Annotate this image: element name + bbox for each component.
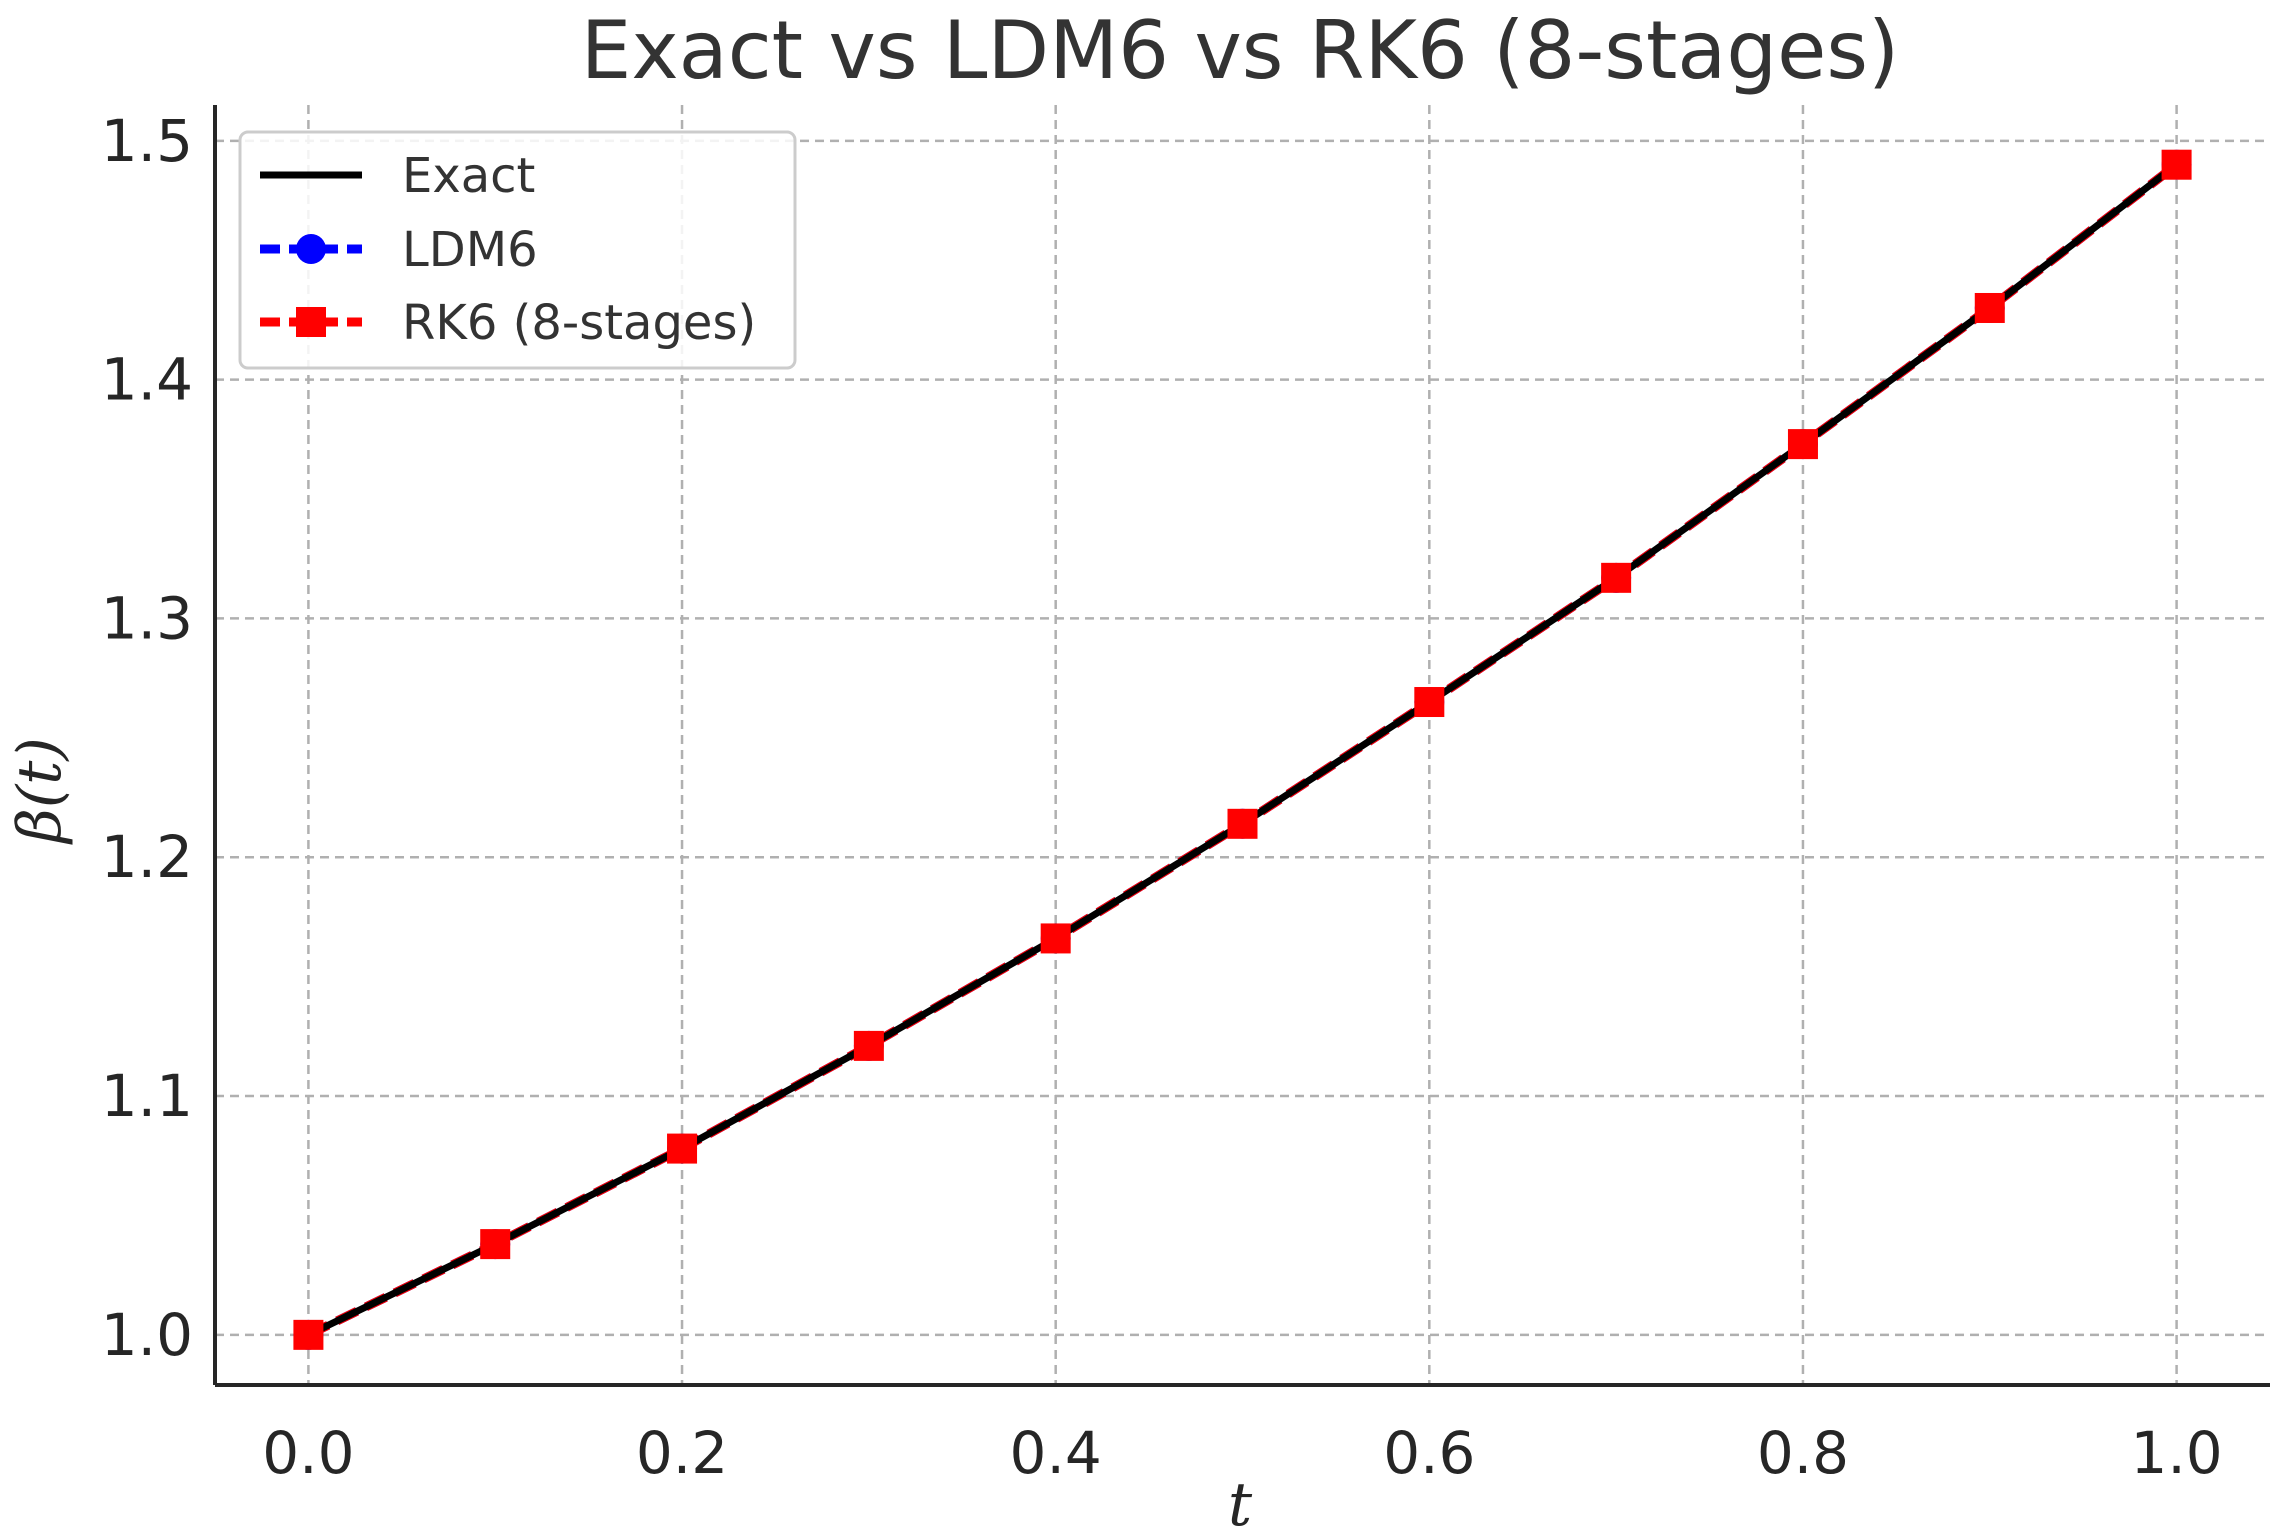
grid — [215, 105, 2270, 1385]
legend-circle-marker — [296, 234, 326, 264]
x-tick-label: 0.2 — [636, 1419, 728, 1487]
rk6-point — [480, 1229, 511, 1260]
legend-label: LDM6 — [402, 222, 538, 278]
rk6-point — [2161, 149, 2192, 180]
x-tick-label: 0.4 — [1010, 1419, 1102, 1487]
x-tick-label: 0.8 — [1757, 1419, 1849, 1487]
rk6-point — [1787, 429, 1818, 460]
y-tick-label: 1.0 — [101, 1301, 193, 1369]
y-tick-label: 1.3 — [101, 584, 193, 652]
x-tick-label: 1.0 — [2130, 1419, 2222, 1487]
legend: Exact LDM6 RK6 (8-stages) — [238, 130, 797, 370]
rk6-point — [293, 1319, 324, 1350]
y-tick-label: 1.2 — [101, 823, 193, 891]
legend-label: RK6 (8-stages) — [402, 295, 756, 351]
rk6-point — [853, 1030, 884, 1061]
rk6-point — [1414, 687, 1445, 718]
rk6-point — [1227, 808, 1258, 839]
y-tick-label: 1.4 — [101, 346, 193, 414]
y-tick-label: 1.5 — [101, 107, 193, 175]
x-axis-label: t — [1228, 1470, 1253, 1538]
legend-square-marker — [296, 307, 326, 337]
x-tick-label: 0.6 — [1383, 1419, 1475, 1487]
legend-label: Exact — [402, 148, 535, 204]
rk6-point — [667, 1133, 698, 1164]
ticks: 0.0 0.2 0.4 0.6 0.8 1.0 1.0 1.1 1.2 1.3 1.4 1.5 — [101, 107, 2223, 1487]
rk6-point — [1040, 923, 1071, 954]
plot-series — [293, 149, 2192, 1350]
rk6-point — [1601, 562, 1632, 593]
y-axis-label: β(t) — [5, 737, 75, 845]
axes — [213, 105, 2270, 1387]
chart-title: Exact vs LDM6 vs RK6 (8-stages) — [581, 4, 1899, 97]
x-tick-label: 0.0 — [262, 1419, 354, 1487]
y-tick-label: 1.1 — [101, 1062, 193, 1130]
legend-entries: Exact LDM6 RK6 (8-stages) — [260, 148, 756, 351]
legend-box — [238, 130, 797, 370]
rk6-point — [1974, 292, 2005, 323]
